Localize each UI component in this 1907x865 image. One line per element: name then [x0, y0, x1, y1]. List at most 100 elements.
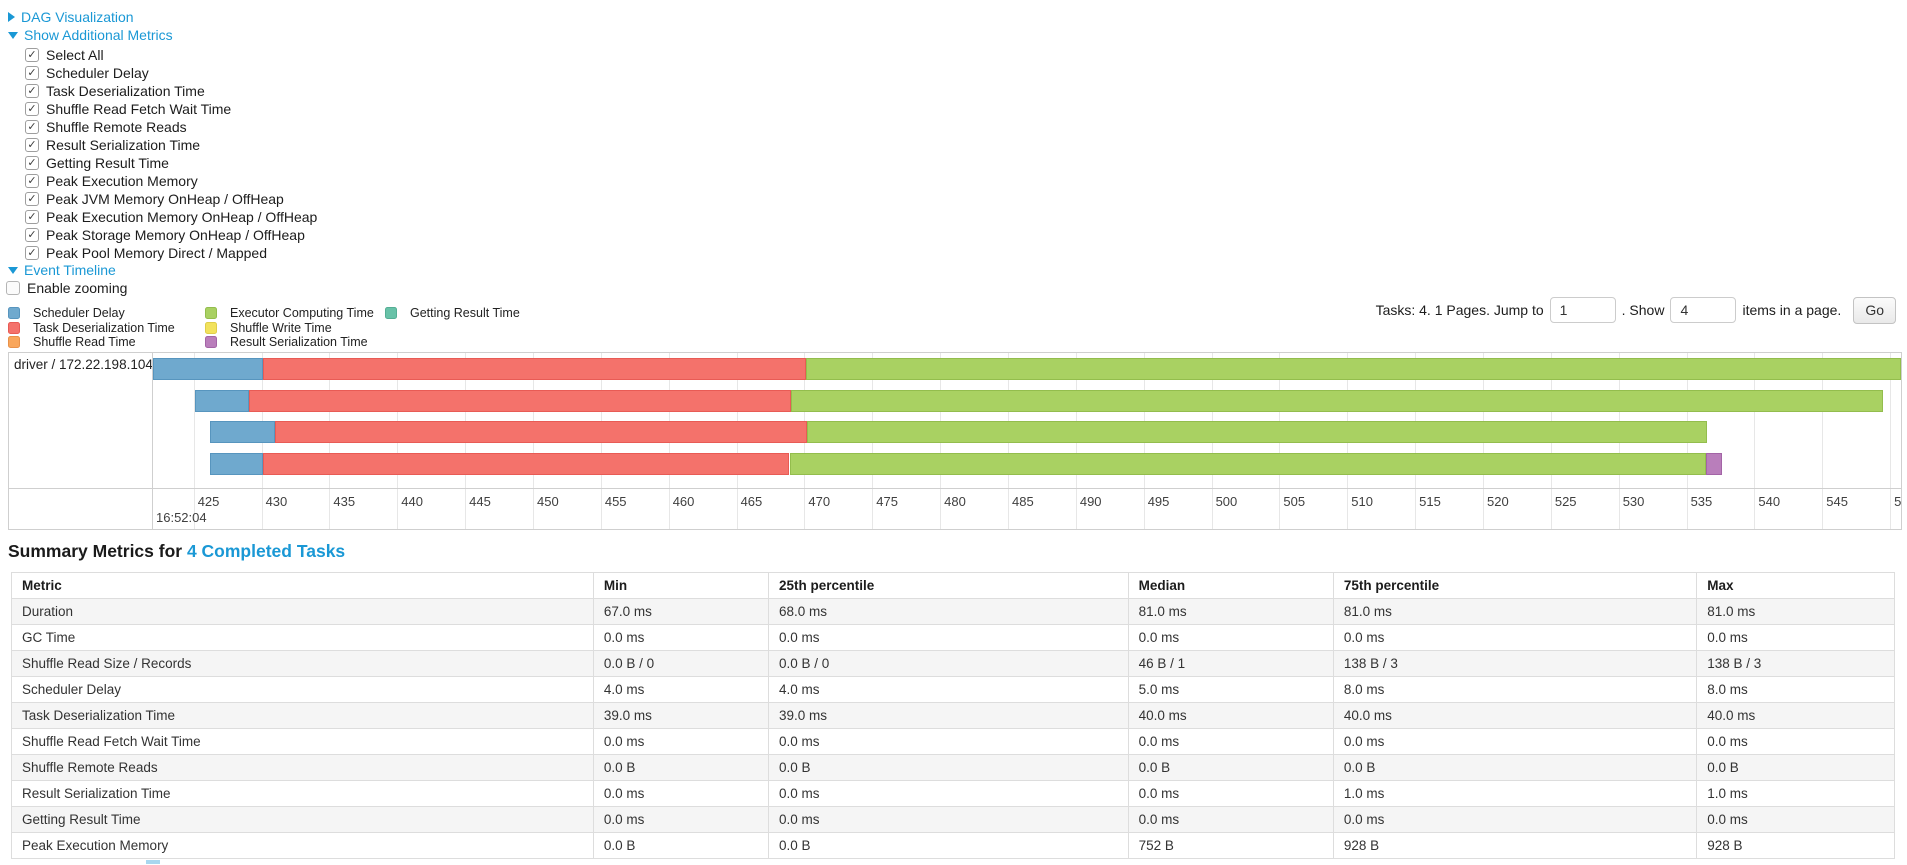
- metric-value-cell: 0.0 B: [1332, 754, 1698, 781]
- task-bar-segment-scheduler_delay[interactable]: [210, 421, 276, 444]
- table-row: Scheduler Delay 4.0 ms 4.0 ms 5.0 ms 8.0 ms 8…: [11, 676, 1895, 703]
- task-bar-segment-executor_computing[interactable]: [790, 389, 1884, 412]
- table-row: Peak Execution Memory 0.0 B 0.0 B 752 B 928 …: [11, 832, 1895, 859]
- metric-value-cell: 0.0 ms: [767, 728, 1129, 755]
- enable-zooming-label: Enable zooming: [27, 280, 128, 296]
- metric-value-cell: 8.0 ms: [1696, 676, 1895, 703]
- task-bar-segment-executor_computing[interactable]: [789, 453, 1706, 476]
- clipped-next-section-link[interactable]: [146, 860, 160, 864]
- metric-value-cell: 0.0 ms: [592, 728, 769, 755]
- metric-checkbox-item: ✓ Task Deserialization Time: [25, 82, 317, 100]
- metric-checkbox-label: Peak Storage Memory OnHeap / OffHeap: [46, 227, 305, 243]
- task-bar-segment-task_deserialization[interactable]: [262, 358, 806, 380]
- metric-checkbox-label: Shuffle Remote Reads: [46, 119, 187, 135]
- table-row: Result Serialization Time 0.0 ms 0.0 ms 0.0…: [11, 780, 1895, 807]
- column-header-min: Min: [592, 572, 769, 599]
- axis-tick-label: 460: [672, 494, 695, 509]
- metric-value-cell: 0.0 ms: [1696, 728, 1895, 755]
- column-header-75th-percentile: 75th percentile: [1332, 572, 1698, 599]
- column-header-max: Max: [1696, 572, 1895, 599]
- metric-checkbox[interactable]: ✓: [25, 138, 39, 152]
- metric-value-cell: 0.0 ms: [592, 624, 769, 651]
- task-bar-segment-executor_computing[interactable]: [805, 358, 1901, 380]
- metric-checkbox[interactable]: ✓: [25, 66, 39, 80]
- legend-item: Task Deserialization Time: [8, 320, 205, 335]
- metric-checkbox[interactable]: ✓: [25, 210, 39, 224]
- legend-color-swatch: [8, 307, 20, 320]
- legend-item-label: Task Deserialization Time: [33, 320, 175, 335]
- axis-tick-label: 425: [197, 494, 220, 509]
- metric-checkbox[interactable]: ✓: [25, 228, 39, 242]
- task-bar-segment-scheduler_delay[interactable]: [210, 453, 263, 476]
- table-row: Task Deserialization Time 39.0 ms 39.0 ms 4…: [11, 702, 1895, 729]
- jump-to-page-input[interactable]: [1549, 297, 1616, 323]
- metric-value-cell: 0.0 B / 0: [767, 650, 1129, 677]
- legend-item: Result Serialization Time: [205, 335, 385, 349]
- metric-value-cell: 752 B: [1127, 832, 1334, 859]
- metric-checkbox-label: Task Deserialization Time: [46, 83, 205, 99]
- metric-checkbox-label: Getting Result Time: [46, 155, 169, 171]
- metric-checkbox-item: ✓ Peak Execution Memory: [25, 172, 317, 190]
- metric-value-cell: 0.0 ms: [767, 780, 1129, 807]
- legend-item: Shuffle Write Time: [205, 320, 385, 335]
- metric-checkbox[interactable]: ✓: [25, 246, 39, 260]
- task-bar-segment-executor_computing[interactable]: [807, 421, 1707, 444]
- task-bar-segment-scheduler_delay[interactable]: [153, 358, 263, 380]
- event-timeline-label: Event Timeline: [24, 262, 116, 278]
- metric-checkbox[interactable]: ✓: [25, 48, 39, 62]
- metric-name-cell: Shuffle Read Fetch Wait Time: [11, 728, 594, 755]
- metric-name-cell: Scheduler Delay: [11, 676, 594, 703]
- gridline: [1890, 353, 1892, 529]
- task-bar-segment-scheduler_delay[interactable]: [195, 389, 250, 412]
- metric-value-cell: 4.0 ms: [767, 676, 1129, 703]
- metric-value-cell: 1.0 ms: [1696, 780, 1895, 807]
- timeline-task-bars: [153, 353, 1901, 488]
- metric-checkbox[interactable]: ✓: [25, 84, 39, 98]
- show-additional-metrics-toggle[interactable]: Show Additional Metrics: [8, 27, 173, 43]
- metric-checkbox[interactable]: ✓: [25, 192, 39, 206]
- metric-value-cell: 0.0 B / 0: [592, 650, 769, 677]
- axis-tick-label: 430: [265, 494, 288, 509]
- pagination-suffix-text: items in a page.: [1742, 302, 1842, 318]
- task-bar-segment-task_deserialization[interactable]: [275, 421, 808, 444]
- task-bar-segment-result_serialization[interactable]: [1705, 453, 1722, 476]
- metric-checkbox-item: ✓ Result Serialization Time: [25, 136, 317, 154]
- metric-value-cell: 0.0 B: [592, 754, 769, 781]
- gridline: [1822, 353, 1824, 529]
- executor-row-label: driver / 172.22.198.104: [14, 357, 152, 372]
- metric-value-cell: 138 B / 3: [1696, 650, 1895, 677]
- column-header-median: Median: [1127, 572, 1334, 599]
- metric-value-cell: 46 B / 1: [1127, 650, 1334, 677]
- axis-tick-label: 475: [876, 494, 898, 509]
- metric-value-cell: 928 B: [1696, 832, 1895, 859]
- task-bar-segment-task_deserialization[interactable]: [249, 389, 791, 412]
- axis-tick-label: 545: [1826, 494, 1848, 509]
- metric-checkbox[interactable]: ✓: [25, 120, 39, 134]
- metric-checkbox-item: ✓ Getting Result Time: [25, 154, 317, 172]
- enable-zooming-checkbox[interactable]: [6, 281, 20, 295]
- metric-checkbox[interactable]: ✓: [25, 102, 39, 116]
- pagination-prefix-text: Tasks: 4. 1 Pages. Jump to: [1375, 302, 1544, 318]
- task-bar-segment-task_deserialization[interactable]: [262, 453, 790, 476]
- task-pagination: Tasks: 4. 1 Pages. Jump to . Show items …: [1376, 294, 1896, 326]
- metric-checkbox-label: Select All: [46, 47, 104, 63]
- metric-checkbox-item: ✓ Peak Pool Memory Direct / Mapped: [25, 244, 317, 262]
- axis-tick-label: 500: [1215, 494, 1238, 509]
- dag-visualization-toggle[interactable]: DAG Visualization: [8, 9, 134, 25]
- table-row: Shuffle Read Fetch Wait Time 0.0 ms 0.0 ms…: [11, 728, 1895, 755]
- legend-color-swatch: [385, 307, 397, 320]
- axis-tick-label: 495: [1147, 494, 1170, 509]
- metric-checkbox-label: Scheduler Delay: [46, 65, 149, 81]
- event-timeline-toggle[interactable]: Event Timeline: [8, 262, 116, 278]
- completed-tasks-link[interactable]: 4 Completed Tasks: [186, 541, 346, 561]
- metric-checkbox[interactable]: ✓: [25, 174, 39, 188]
- metric-checkbox-item: ✓ Peak Execution Memory OnHeap / OffHeap: [25, 208, 317, 226]
- metric-checkbox[interactable]: ✓: [25, 156, 39, 170]
- metric-value-cell: 5.0 ms: [1127, 676, 1334, 703]
- items-per-page-input[interactable]: [1670, 297, 1737, 323]
- pagination-between-text: . Show: [1621, 302, 1665, 318]
- metric-value-cell: 138 B / 3: [1332, 650, 1698, 677]
- go-button[interactable]: Go: [1853, 296, 1896, 324]
- metric-checkbox-item: ✓ Shuffle Read Fetch Wait Time: [25, 100, 317, 118]
